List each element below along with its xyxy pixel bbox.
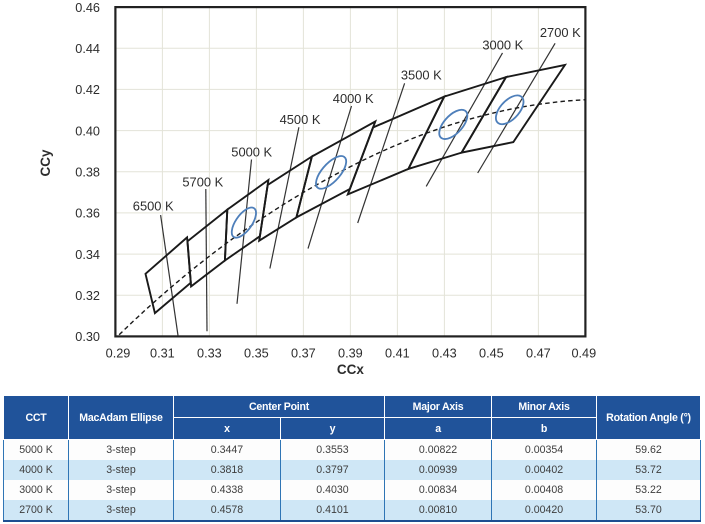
- svg-text:CCx: CCx: [337, 362, 364, 377]
- svg-text:0.42: 0.42: [75, 83, 100, 97]
- svg-text:0.33: 0.33: [197, 347, 222, 361]
- svg-text:4500 K: 4500 K: [280, 112, 321, 127]
- svg-text:0.39: 0.39: [338, 347, 363, 361]
- svg-text:0.37: 0.37: [291, 347, 316, 361]
- svg-text:0.35: 0.35: [244, 347, 269, 361]
- svg-text:0.29: 0.29: [106, 347, 131, 361]
- svg-text:CCy: CCy: [38, 149, 53, 176]
- svg-text:0.36: 0.36: [75, 207, 100, 221]
- svg-text:0.40: 0.40: [75, 124, 100, 138]
- svg-text:5700 K: 5700 K: [182, 175, 223, 190]
- svg-text:0.46: 0.46: [75, 1, 100, 15]
- svg-text:6500 K: 6500 K: [133, 199, 174, 214]
- svg-text:2700 K: 2700 K: [540, 25, 581, 40]
- svg-text:3000 K: 3000 K: [482, 38, 523, 53]
- svg-text:0.44: 0.44: [75, 42, 100, 56]
- svg-text:0.34: 0.34: [75, 248, 100, 262]
- svg-text:3500 K: 3500 K: [401, 67, 442, 82]
- svg-text:0.41: 0.41: [385, 347, 410, 361]
- svg-text:0.31: 0.31: [150, 347, 175, 361]
- svg-text:0.32: 0.32: [75, 289, 100, 303]
- svg-text:4000 K: 4000 K: [333, 91, 374, 106]
- svg-text:0.49: 0.49: [571, 347, 596, 361]
- svg-text:0.47: 0.47: [526, 347, 551, 361]
- svg-text:0.45: 0.45: [479, 347, 504, 361]
- svg-text:0.30: 0.30: [75, 330, 100, 344]
- svg-text:0.43: 0.43: [432, 347, 457, 361]
- svg-text:5000 K: 5000 K: [231, 145, 272, 160]
- svg-text:0.38: 0.38: [75, 165, 100, 179]
